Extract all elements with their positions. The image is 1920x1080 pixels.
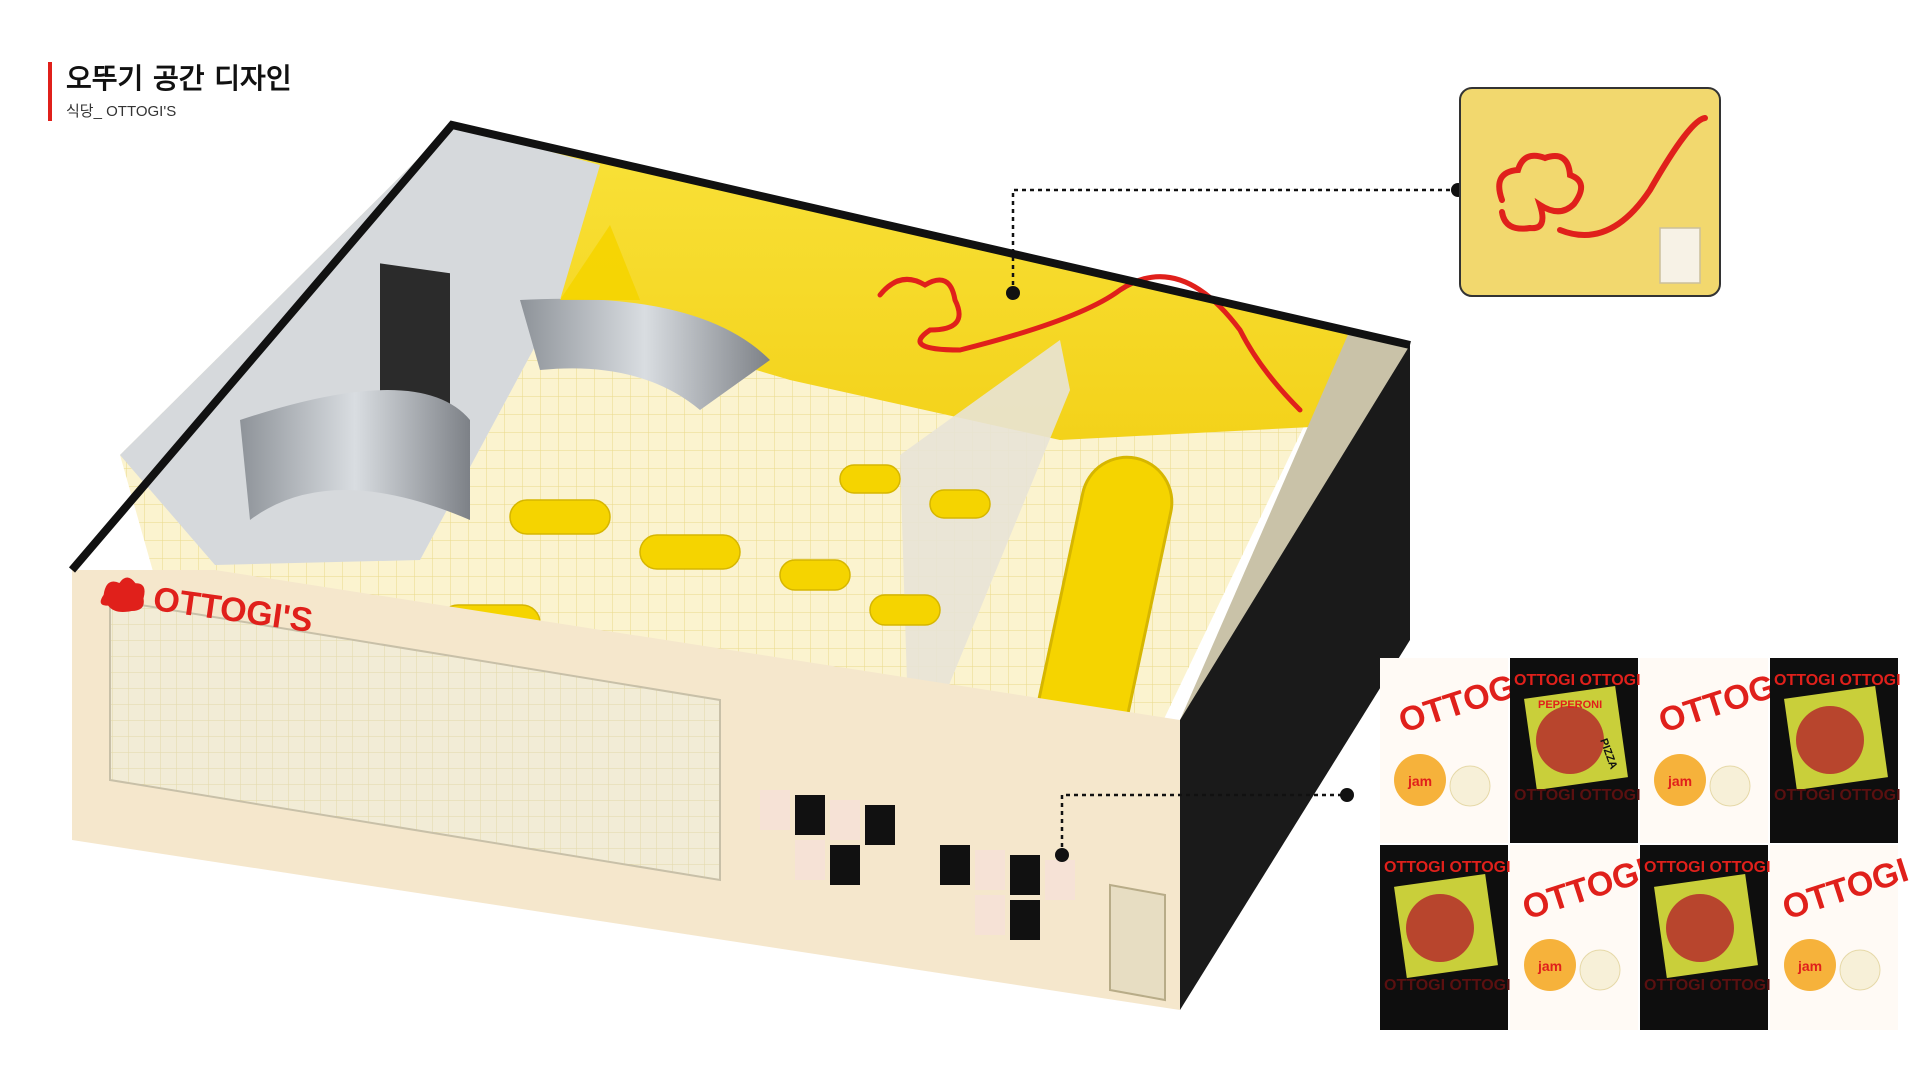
- wall-squiggle-line: [877, 274, 1303, 413]
- poster-pizza-2: OTTOGI OTTOGI OTTOGI OTTOGI: [1770, 658, 1901, 843]
- poster-pizza-3: OTTOGI OTTOGI OTTOGI OTTOGI: [1380, 845, 1511, 1030]
- table-5: [779, 559, 851, 591]
- callout-dot-icon: [1055, 848, 1069, 862]
- front-glass-window: [109, 598, 721, 882]
- page-title: 오뚜기 공간 디자인: [66, 62, 292, 95]
- callout-line-bottom: [1060, 793, 1347, 855]
- right-exterior-wall: [1180, 345, 1410, 1010]
- svg-text:PEPPERONI: PEPPERONI: [1538, 699, 1602, 711]
- kitchen-counter: [240, 390, 470, 520]
- ottogi-cloud-logo-icon: [100, 577, 145, 613]
- poster-detail-grid: OTTOGI jam OTTOGI OTTOGI PEPPERONI PIZZA…: [1380, 658, 1913, 1030]
- front-door: [1109, 883, 1166, 1002]
- stair-zone: [1180, 330, 1410, 720]
- poster-red-white-4: OTTOGI jam: [1770, 845, 1913, 1030]
- ottogi-cloud-logo-icon: [1496, 152, 1584, 232]
- table-6: [869, 594, 941, 626]
- svg-text:jam: jam: [1797, 958, 1822, 974]
- svg-text:OTTOGI OTTOGI: OTTOGI OTTOGI: [1644, 977, 1771, 994]
- wall-detail-shelf: [1659, 227, 1701, 284]
- callout-dot-icon: [1340, 788, 1354, 802]
- kitchen-zone: [120, 125, 600, 565]
- front-wall-posters-left: [760, 790, 895, 885]
- svg-text:OTTOGI OTTOGI: OTTOGI OTTOGI: [1384, 859, 1511, 876]
- callout-dot-icon: [1006, 286, 1020, 300]
- front-wall-posters-right: [940, 845, 1075, 940]
- svg-text:jam: jam: [1407, 773, 1432, 789]
- table-4: [639, 534, 741, 570]
- table-7: [839, 464, 901, 494]
- glass-partition: [900, 340, 1070, 780]
- poster-red-white-1: OTTOGI jam: [1380, 658, 1529, 843]
- svg-text:OTTOGI OTTOGI: OTTOGI OTTOGI: [1644, 859, 1771, 876]
- poster-red-white-2: OTTOGI jam: [1640, 658, 1789, 843]
- svg-text:OTTOGI OTTOGI: OTTOGI OTTOGI: [1774, 672, 1901, 689]
- callout-poster-detail: [1055, 788, 1354, 862]
- svg-text:jam: jam: [1537, 958, 1562, 974]
- table-8: [929, 489, 991, 519]
- svg-text:jam: jam: [1667, 773, 1692, 789]
- yellow-triangle-shelf: [560, 225, 640, 300]
- page-header: 오뚜기 공간 디자인 식당_ OTTOGI'S: [48, 62, 292, 121]
- callout-line-top: [1011, 188, 1458, 293]
- svg-text:OTTOGI OTTOGI: OTTOGI OTTOGI: [1774, 787, 1901, 804]
- svg-text:OTTOGI OTTOGI: OTTOGI OTTOGI: [1514, 787, 1641, 804]
- page-subtitle: 식당_ OTTOGI'S: [66, 103, 177, 120]
- svg-text:OTTOGI OTTOGI: OTTOGI OTTOGI: [1384, 977, 1511, 994]
- wall-detail-squiggle: [1557, 115, 1708, 238]
- svg-text:OTTOGI OTTOGI: OTTOGI OTTOGI: [1514, 672, 1641, 689]
- bar-counter: [520, 298, 770, 410]
- table-3: [509, 499, 611, 535]
- wall-rim: [68, 120, 1411, 573]
- wall-detail-panel: [1459, 87, 1721, 297]
- poster-pizza-4: OTTOGI OTTOGI OTTOGI OTTOGI: [1640, 845, 1771, 1030]
- poster-red-white-3: OTTOGI jam: [1510, 845, 1653, 1030]
- poster-pizza-1: OTTOGI OTTOGI PEPPERONI PIZZA OTTOGI OTT…: [1510, 658, 1641, 843]
